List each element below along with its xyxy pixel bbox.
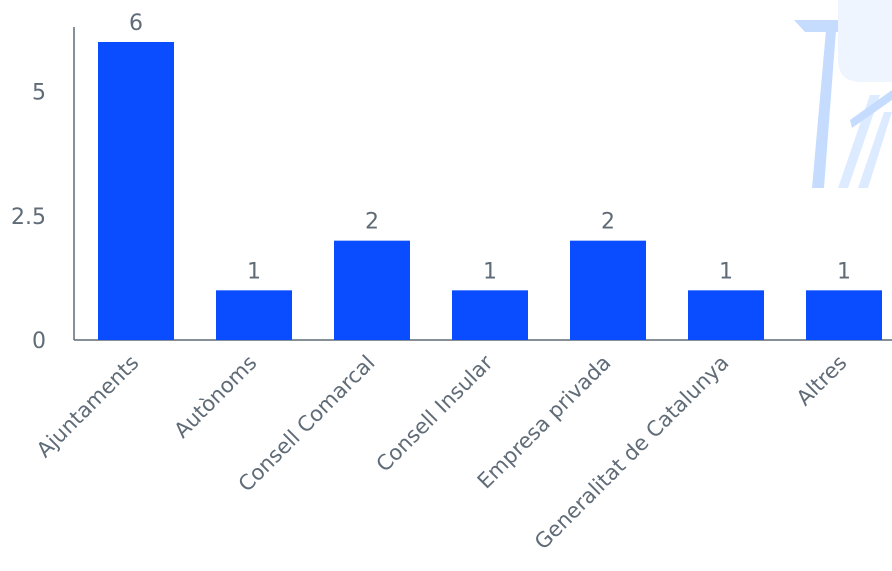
decorative-illustration — [794, 0, 892, 188]
y-tick-labels: 02.55 — [11, 81, 46, 354]
category-label: Ajuntaments — [32, 351, 144, 463]
data-label: 1 — [483, 259, 497, 284]
data-label: 6 — [129, 11, 143, 36]
bar — [806, 290, 882, 340]
data-label: 2 — [365, 210, 379, 235]
bars — [98, 41, 882, 340]
bar — [452, 290, 528, 340]
y-tick-label: 5 — [32, 81, 46, 106]
data-label: 2 — [601, 210, 615, 235]
data-labels: 6 1 2 1 2 1 1 — [129, 11, 851, 284]
data-label: 1 — [247, 259, 261, 284]
bar — [570, 240, 646, 340]
y-tick-label: 0 — [32, 329, 46, 354]
category-label: Altres — [792, 351, 852, 411]
data-label: 1 — [837, 259, 851, 284]
bar — [98, 41, 174, 340]
category-label: Generalitat de Catalunya — [530, 351, 734, 555]
data-label: 1 — [719, 259, 733, 284]
category-label: Autònoms — [169, 351, 261, 443]
bar — [688, 290, 764, 340]
y-tick-label: 2.5 — [11, 205, 46, 230]
category-label: Consell Insular — [372, 350, 498, 476]
bar — [334, 240, 410, 340]
bar — [216, 290, 292, 340]
